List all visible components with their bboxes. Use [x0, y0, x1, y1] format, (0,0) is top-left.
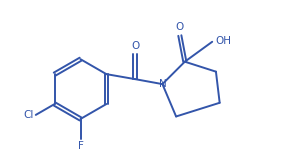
Text: F: F: [77, 141, 84, 151]
Text: O: O: [131, 41, 139, 51]
Text: OH: OH: [215, 36, 231, 46]
Text: N: N: [158, 79, 166, 89]
Text: Cl: Cl: [23, 110, 33, 120]
Text: O: O: [176, 22, 184, 32]
